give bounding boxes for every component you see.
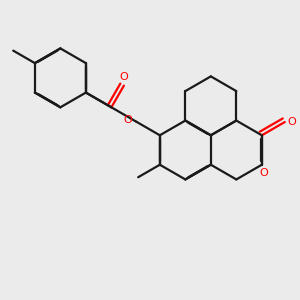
Text: O: O [288,117,296,127]
Text: O: O [124,115,133,125]
Text: O: O [119,72,128,82]
Text: O: O [259,168,268,178]
